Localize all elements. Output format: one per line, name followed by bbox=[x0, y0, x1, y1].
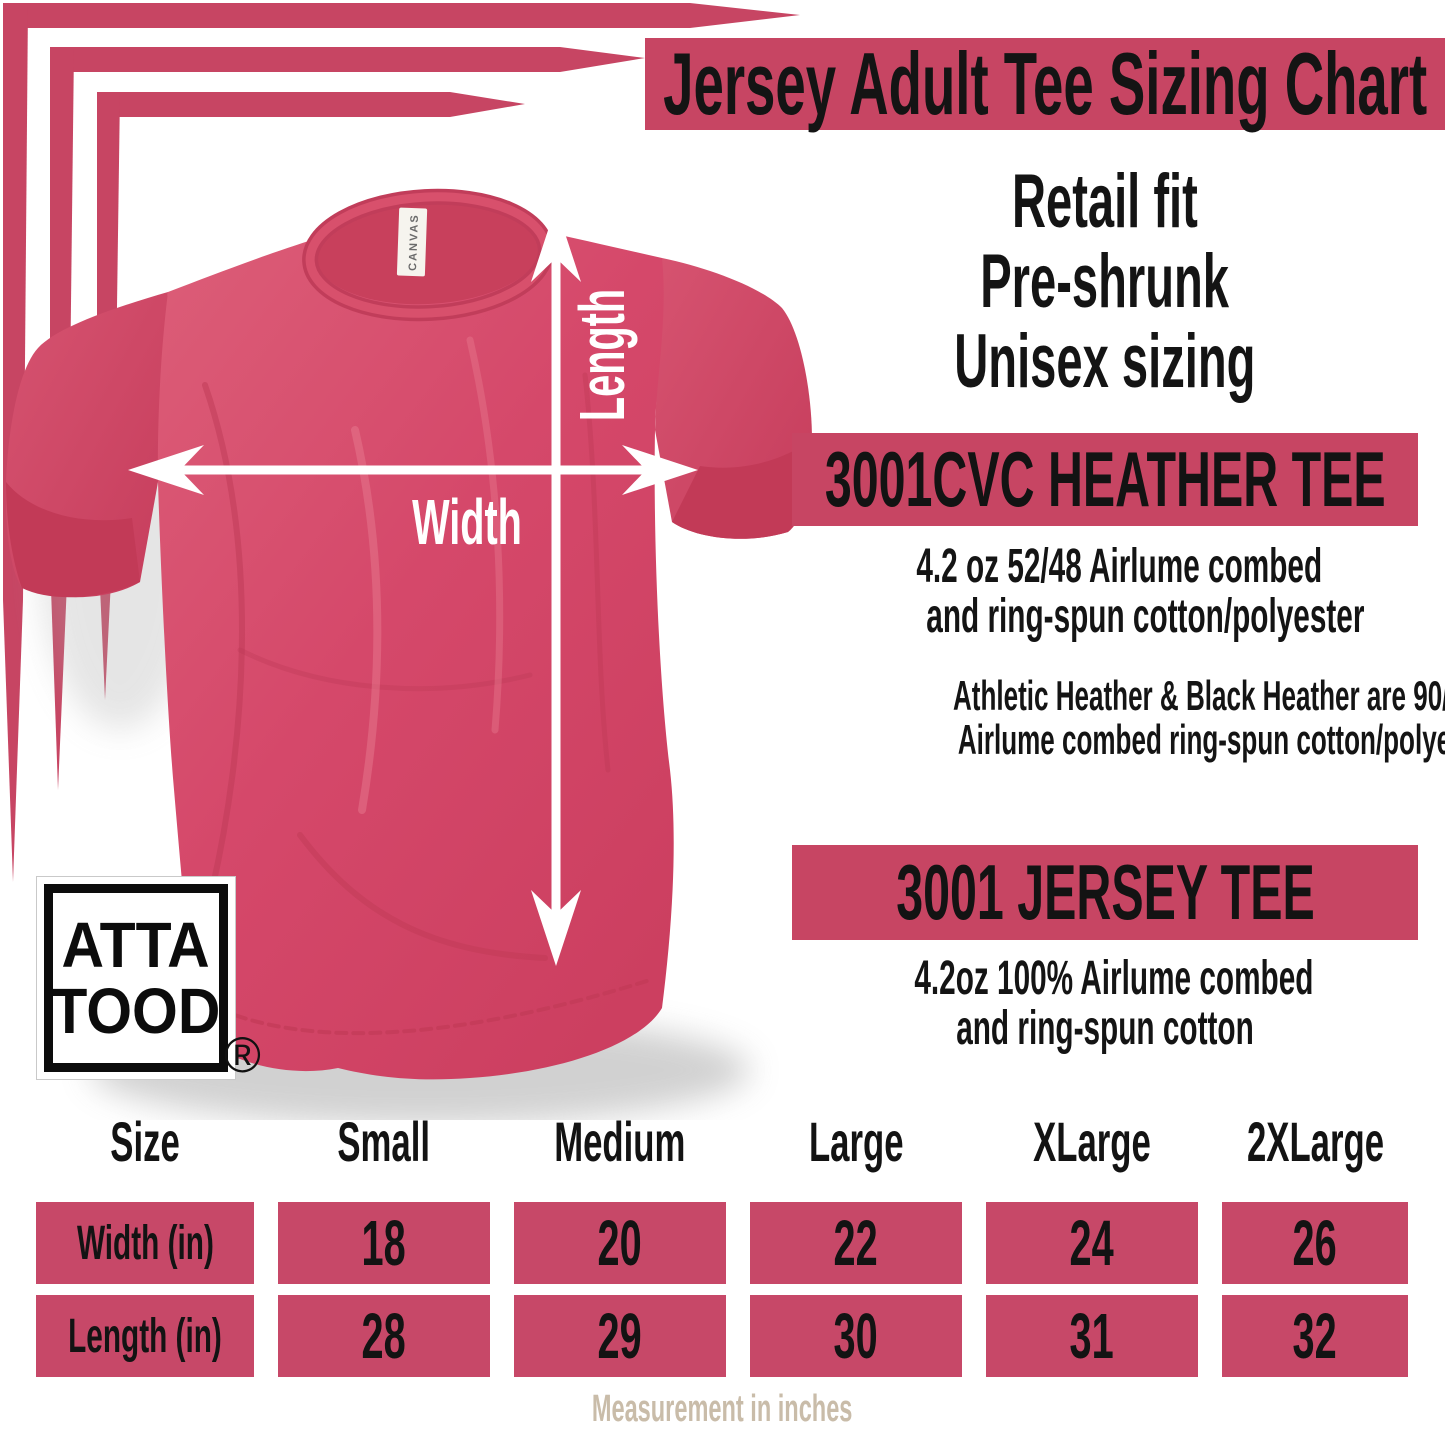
length-medium: 29 bbox=[514, 1295, 726, 1377]
fit-note-unisex: Unisex sizing bbox=[954, 319, 1256, 404]
tee-body bbox=[157, 218, 674, 1080]
neck-tag-text: CANVAS bbox=[407, 213, 421, 271]
length-small: 28 bbox=[278, 1295, 490, 1377]
width-medium: 20 bbox=[514, 1202, 726, 1284]
width-arrow bbox=[128, 445, 698, 495]
title-banner: Jersey Adult Tee Sizing Chart bbox=[645, 38, 1445, 130]
tee-left-cuff-fold bbox=[6, 482, 140, 598]
row-label-length: Length (in) bbox=[36, 1295, 254, 1377]
width-label: Width bbox=[378, 485, 555, 559]
cvc-description: 4.2 oz 52/48 Airlume combed and ring-spu… bbox=[916, 540, 1365, 643]
jersey-product-banner: 3001 JERSEY TEE bbox=[792, 845, 1418, 940]
size-table-header-row: Size Small Medium Large XLarge 2XLarge bbox=[36, 1106, 1408, 1176]
length-xlarge: 31 bbox=[986, 1295, 1198, 1377]
wrinkle-1 bbox=[202, 382, 245, 893]
registered-trademark-icon: ® bbox=[224, 1027, 261, 1083]
wrinkle-3 bbox=[582, 372, 611, 773]
width-2xlarge: 26 bbox=[1222, 1202, 1408, 1284]
width-label-text: Width bbox=[412, 486, 522, 558]
wrinkle-2 bbox=[297, 832, 548, 961]
jersey-banner-text: 3001 JERSEY TEE bbox=[895, 848, 1315, 936]
frame-inner-top-bar bbox=[97, 92, 525, 117]
brand-logo-line2: TOOD bbox=[51, 975, 221, 1047]
table-row-width: Width (in) 18 20 22 24 26 bbox=[36, 1202, 1408, 1284]
length-2xlarge: 32 bbox=[1222, 1295, 1408, 1377]
size-table: Size Small Medium Large XLarge 2XLarge W… bbox=[36, 1106, 1408, 1429]
col-header-xlarge: XLarge bbox=[1033, 1109, 1151, 1173]
col-header-medium: Medium bbox=[554, 1109, 686, 1173]
col-header-size: Size bbox=[110, 1109, 180, 1173]
tee-collar bbox=[302, 188, 554, 322]
col-header-small: Small bbox=[337, 1109, 431, 1173]
highlight-1 bbox=[351, 426, 382, 814]
brand-logo-line1: ATTA bbox=[61, 909, 211, 981]
length-large: 30 bbox=[750, 1295, 962, 1377]
width-small: 18 bbox=[278, 1202, 490, 1284]
length-label-text: Length bbox=[566, 288, 638, 422]
tshirt-photo: CANVAS bbox=[5, 188, 812, 1120]
jersey-description: 4.2oz 100% Airlume combed and ring-spun … bbox=[914, 952, 1314, 1055]
page-title: Jersey Adult Tee Sizing Chart bbox=[662, 34, 1428, 133]
cvc-product-banner: 3001CVC HEATHER TEE bbox=[792, 433, 1418, 526]
width-xlarge: 24 bbox=[986, 1202, 1198, 1284]
frame-outer-top-bar bbox=[3, 3, 800, 28]
table-footnote: Measurement in inches bbox=[591, 1388, 853, 1430]
frame-middle-top-bar bbox=[50, 47, 645, 72]
cvc-heather-note: Athletic Heather & Black Heather are 90/… bbox=[953, 672, 1445, 763]
brand-logo-frame: ATTA TOOD bbox=[44, 884, 228, 1072]
col-header-large: Large bbox=[808, 1109, 904, 1173]
highlight-2 bbox=[466, 336, 504, 734]
fit-note-preshrunk: Pre-shrunk bbox=[980, 239, 1230, 324]
length-arrow bbox=[531, 206, 581, 966]
cvc-banner-text: 3001CVC HEATHER TEE bbox=[824, 435, 1386, 523]
brand-logo: ATTA TOOD bbox=[36, 876, 236, 1080]
wrinkle-4 bbox=[237, 647, 533, 692]
neck-tag: CANVAS bbox=[396, 207, 428, 277]
col-header-2xlarge: 2XLarge bbox=[1246, 1109, 1384, 1173]
table-row-length: Length (in) 28 29 30 31 32 bbox=[36, 1295, 1408, 1377]
fit-note-retail: Retail fit bbox=[1012, 159, 1198, 244]
tee-right-cuff-fold bbox=[672, 440, 812, 539]
hem-stitch bbox=[203, 978, 652, 1036]
length-label: Length bbox=[565, 248, 639, 461]
fit-notes: Retail fit Pre-shrunk Unisex sizing bbox=[792, 162, 1418, 402]
width-large: 22 bbox=[750, 1202, 962, 1284]
row-label-width: Width (in) bbox=[36, 1202, 254, 1284]
